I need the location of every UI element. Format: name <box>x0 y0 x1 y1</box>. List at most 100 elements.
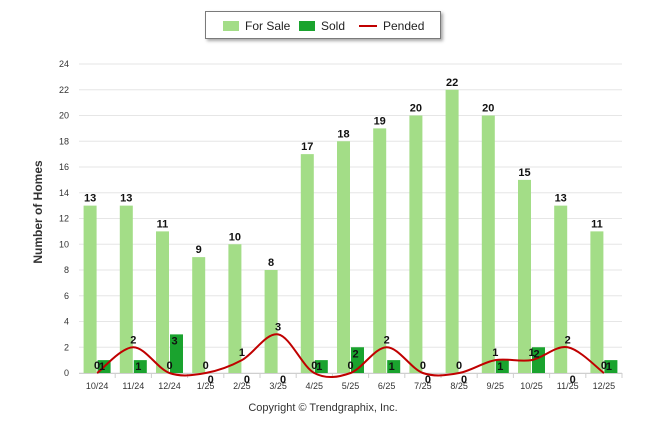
x-tick-label: 9/25 <box>487 381 505 391</box>
for-sale-bar <box>409 115 423 373</box>
pended-line <box>96 333 605 379</box>
for-sale-bar <box>554 205 568 373</box>
sold-bar <box>495 360 509 373</box>
legend-item-for-sale[interactable]: For Sale <box>223 19 290 33</box>
for-sale-data-label: 10 <box>229 231 241 243</box>
pended-data-label: 0 <box>94 360 100 372</box>
x-tick-label: 4/25 <box>306 381 324 391</box>
x-tick-label: 12/25 <box>593 381 616 391</box>
for-sale-bar <box>264 270 278 373</box>
pended-data-label: 0 <box>347 360 353 372</box>
x-tick-label: 5/25 <box>342 381 360 391</box>
for-sale-data-label: 20 <box>410 103 422 115</box>
pended-data-label: 0 <box>420 360 426 372</box>
pended-data-label: 1 <box>492 347 498 359</box>
pended-data-label: 0 <box>456 360 462 372</box>
sold-swatch <box>299 21 315 31</box>
legend-label-for-sale: For Sale <box>245 19 291 33</box>
for-sale-bar <box>518 179 531 373</box>
legend-item-pended[interactable]: Pended <box>359 19 424 33</box>
for-sale-bar <box>192 257 206 373</box>
pended-data-label: 3 <box>275 321 281 333</box>
sold-data-label: 1 <box>99 361 105 373</box>
legend-label-pended: Pended <box>383 19 425 33</box>
pended-data-label: 1 <box>239 347 245 359</box>
sold-data-label: 1 <box>135 361 141 373</box>
y-tick-label: 14 <box>59 188 69 198</box>
for-sale-data-label: 20 <box>482 103 494 115</box>
y-axis-label: Number of Homes <box>31 160 45 264</box>
sold-bar <box>387 360 401 373</box>
pended-swatch <box>359 25 377 27</box>
sold-data-label: 3 <box>171 335 177 347</box>
for-sale-data-label: 8 <box>268 257 274 269</box>
pended-data-label: 0 <box>311 360 317 372</box>
for-sale-bar <box>119 205 133 373</box>
y-tick-label: 24 <box>59 59 69 69</box>
for-sale-bar <box>445 89 459 373</box>
pended-data-label: 0 <box>166 360 172 372</box>
legend: For Sale Sold Pended <box>205 11 441 39</box>
for-sale-bar <box>83 205 97 373</box>
for-sale-data-label: 18 <box>337 128 349 140</box>
sold-data-label: 1 <box>389 361 395 373</box>
sold-bar <box>170 334 183 373</box>
for-sale-bar <box>300 154 314 373</box>
x-tick-label: 10/25 <box>520 381 543 391</box>
sold-data-label: 2 <box>352 348 358 360</box>
y-tick-label: 6 <box>64 291 69 301</box>
pended-data-label: 1 <box>528 347 534 359</box>
sold-data-label: 1 <box>497 361 503 373</box>
sold-bar <box>133 360 147 373</box>
pended-data-label: 0 <box>203 360 209 372</box>
x-tick-label: 8/25 <box>450 381 468 391</box>
for-sale-bar <box>337 141 350 373</box>
for-sale-data-label: 13 <box>120 193 132 205</box>
pended-data-label: 2 <box>565 334 571 346</box>
for-sale-data-label: 15 <box>518 167 530 179</box>
for-sale-bar <box>481 115 495 373</box>
sold-data-label: 1 <box>316 361 322 373</box>
copyright: Copyright © Trendgraphix, Inc. <box>248 402 398 414</box>
x-tick-label: 3/25 <box>269 381 287 391</box>
y-tick-label: 10 <box>59 239 69 249</box>
for-sale-data-label: 22 <box>446 77 458 89</box>
sold-data-label: 1 <box>606 361 612 373</box>
x-tick-label: 12/24 <box>158 381 181 391</box>
sold-bar <box>604 360 618 373</box>
for-sale-data-label: 17 <box>301 141 313 153</box>
legend-item-sold[interactable]: Sold <box>299 19 345 33</box>
legend-label-sold: Sold <box>321 19 346 33</box>
y-tick-label: 12 <box>59 214 69 224</box>
for-sale-data-label: 11 <box>591 218 603 230</box>
sold-data-label: 0 <box>461 374 467 386</box>
sold-data-label: 0 <box>570 374 576 386</box>
y-tick-label: 22 <box>59 85 69 95</box>
x-tick-label: 10/24 <box>86 381 109 391</box>
x-tick-label: 2/25 <box>233 381 251 391</box>
sold-bar <box>532 347 545 373</box>
for-sale-bar <box>373 128 387 373</box>
x-tick-label: 6/25 <box>378 381 396 391</box>
sold-data-label: 0 <box>280 374 286 386</box>
y-tick-label: 18 <box>59 136 69 146</box>
y-tick-label: 8 <box>64 265 69 275</box>
for-sale-data-label: 13 <box>555 193 567 205</box>
y-tick-label: 20 <box>59 111 69 121</box>
y-tick-label: 4 <box>64 317 69 327</box>
for-sale-bar <box>228 244 242 373</box>
x-tick-label: 1/25 <box>197 381 215 391</box>
for-sale-data-label: 13 <box>84 193 96 205</box>
sold-bar <box>314 360 328 373</box>
for-sale-data-label: 11 <box>157 218 169 230</box>
x-tick-label: 7/25 <box>414 381 432 391</box>
sold-data-label: 0 <box>244 374 250 386</box>
sold-data-label: 0 <box>425 374 431 386</box>
x-tick-label: 11/25 <box>557 381 579 391</box>
for-sale-bar <box>590 231 604 373</box>
y-tick-label: 2 <box>64 342 69 352</box>
x-tick-label: 11/24 <box>122 381 144 391</box>
y-tick-label: 0 <box>64 368 69 378</box>
for-sale-data-label: 19 <box>374 115 386 127</box>
